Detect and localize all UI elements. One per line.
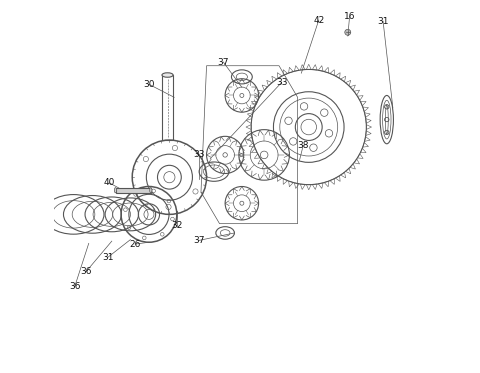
Text: 33: 33 xyxy=(276,78,288,87)
Ellipse shape xyxy=(162,73,173,77)
Bar xyxy=(116,188,151,193)
Text: 16: 16 xyxy=(344,12,355,21)
Text: 42: 42 xyxy=(313,16,324,25)
Text: 37: 37 xyxy=(193,236,205,245)
Text: 26: 26 xyxy=(130,239,141,248)
Text: 32: 32 xyxy=(171,221,182,230)
Text: 38: 38 xyxy=(298,141,309,150)
Ellipse shape xyxy=(150,188,152,193)
Text: 36: 36 xyxy=(80,267,92,276)
Text: 31: 31 xyxy=(377,17,389,26)
Text: 30: 30 xyxy=(143,80,155,89)
Ellipse shape xyxy=(114,188,117,193)
Text: 36: 36 xyxy=(69,282,80,291)
Bar xyxy=(162,75,173,140)
Text: 33: 33 xyxy=(193,150,205,159)
Text: 37: 37 xyxy=(217,57,229,66)
Text: 31: 31 xyxy=(102,253,114,261)
Text: 40: 40 xyxy=(104,178,115,187)
Circle shape xyxy=(345,29,351,35)
